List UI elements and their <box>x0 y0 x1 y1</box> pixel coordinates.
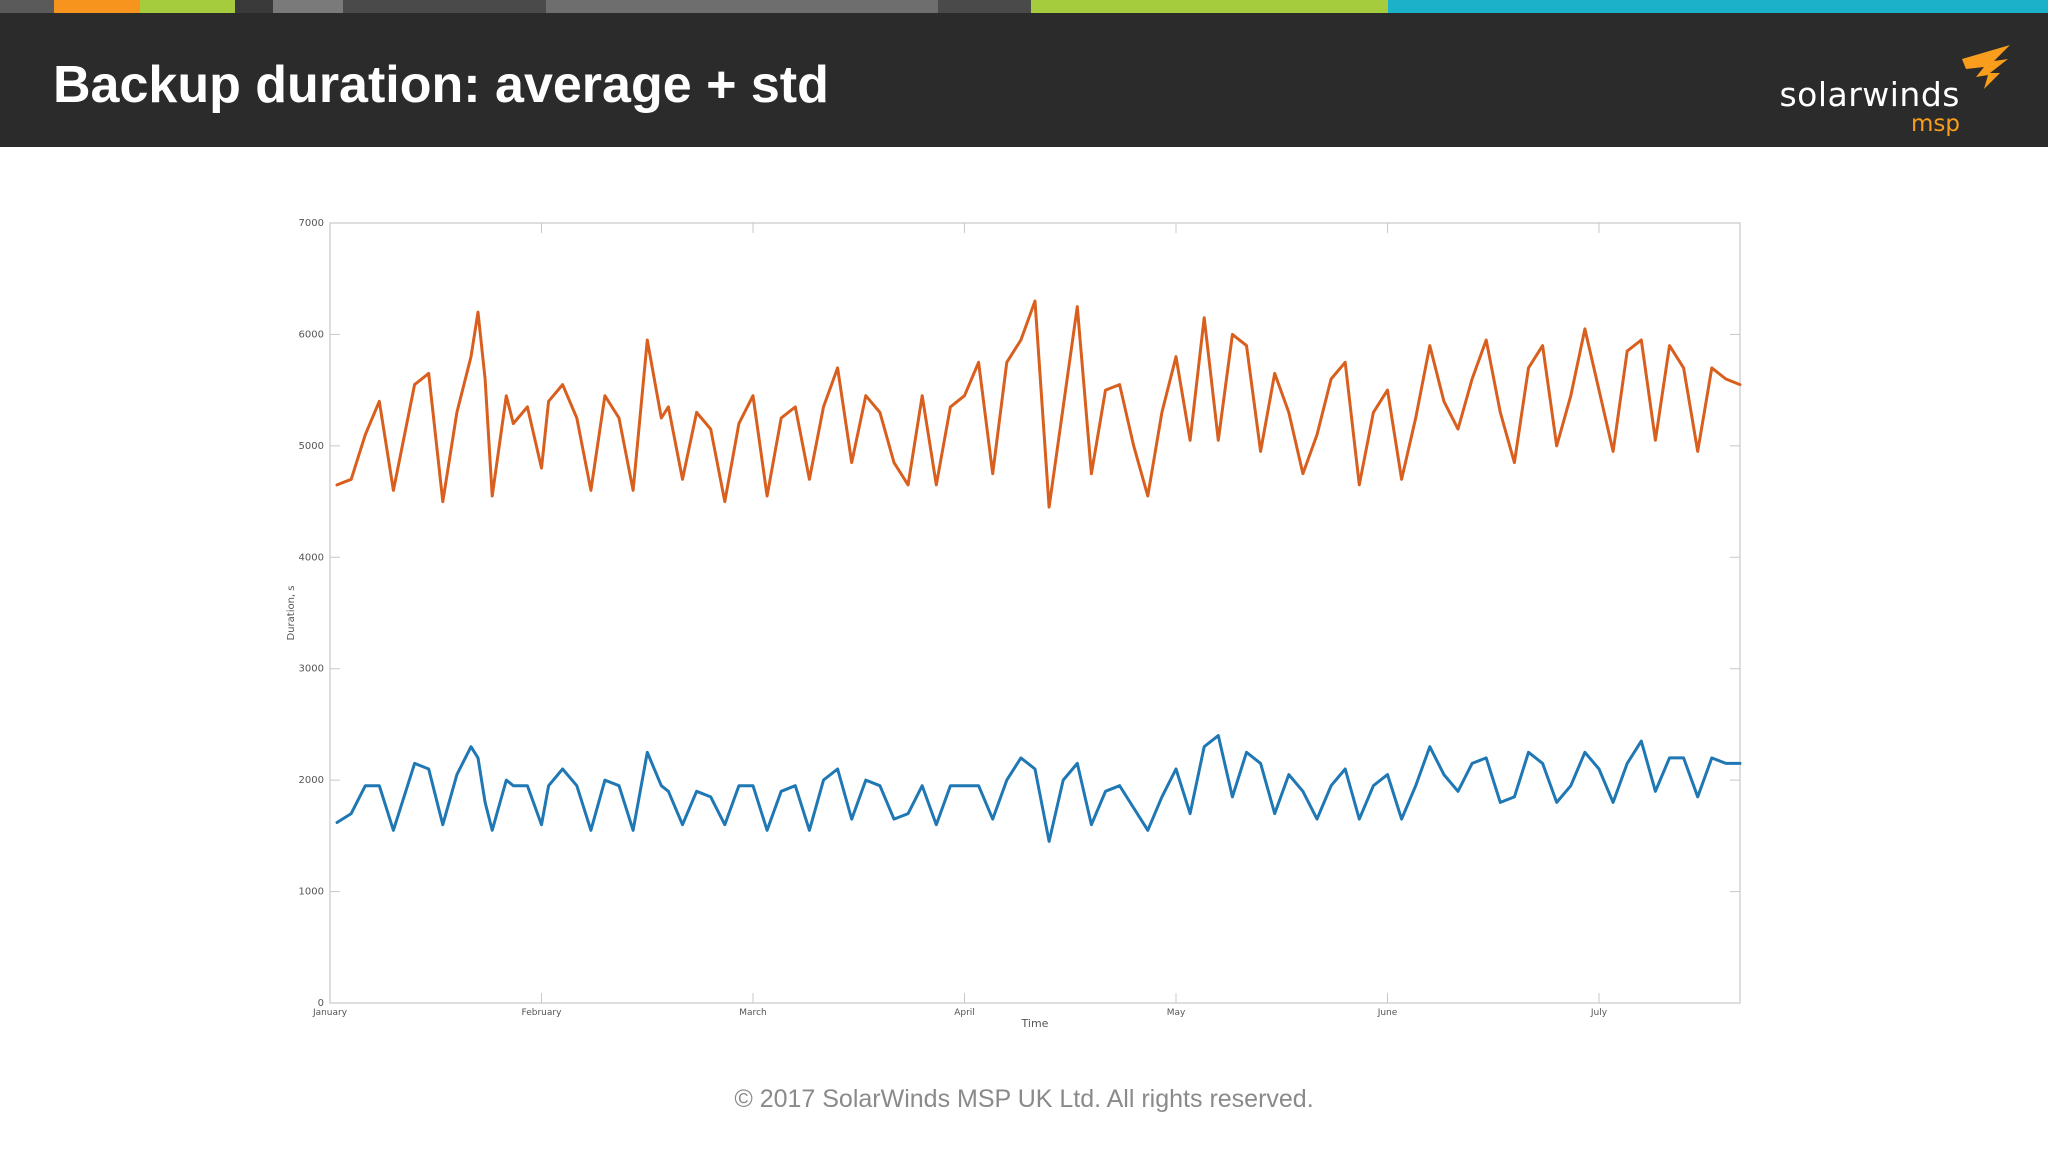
y-tick-label: 7000 <box>299 218 324 229</box>
copyright-footer: © 2017 SolarWinds MSP UK Ltd. All rights… <box>734 1085 1314 1113</box>
chart-svg: 0 1000 2000 3000 4000 5000 6000 7000 January Febr… <box>286 218 1742 1030</box>
accent-segment <box>938 0 1031 13</box>
x-tick-label: June <box>1377 1008 1398 1018</box>
solarwinds-logo: solarwinds msp <box>1764 41 2014 137</box>
accent-segment <box>140 0 235 13</box>
y-tick-label: 1000 <box>299 887 324 898</box>
x-tick-label: July <box>1590 1008 1608 1018</box>
top-accent-bar <box>0 0 2048 13</box>
accent-segment <box>546 0 938 13</box>
plot-frame <box>329 222 1741 1004</box>
y-axis-label: Duration, s <box>286 586 297 641</box>
accent-segment <box>1031 0 1388 13</box>
accent-segment <box>343 0 546 13</box>
x-tick-label: April <box>954 1008 975 1018</box>
accent-segment <box>235 0 273 13</box>
x-tick-label: February <box>522 1008 563 1018</box>
y-tick-label: 5000 <box>299 441 324 452</box>
accent-segment <box>54 0 140 13</box>
x-tick-label: March <box>739 1008 766 1018</box>
slide-header: Backup duration: average + std solarwind… <box>0 13 2048 147</box>
x-tick-label: January <box>312 1008 348 1018</box>
slide-title: Backup duration: average + std <box>53 56 829 114</box>
series-line-0 <box>335 299 1742 509</box>
y-tick-label: 0 <box>318 998 324 1009</box>
solarwinds-bird-icon <box>1962 45 2010 89</box>
y-tick-label: 6000 <box>299 329 324 340</box>
backup-duration-chart: 0 1000 2000 3000 4000 5000 6000 7000 January Febr… <box>270 205 1770 1045</box>
series-line-1 <box>335 734 1742 843</box>
x-axis-label: Time <box>1021 1017 1049 1030</box>
y-tick-label: 4000 <box>299 552 324 563</box>
accent-segment <box>1388 0 2048 13</box>
accent-segment <box>0 0 54 13</box>
y-tick-label: 2000 <box>299 775 324 786</box>
y-tick-label: 3000 <box>299 664 324 675</box>
accent-segment <box>273 0 343 13</box>
logo-wordmark: solarwinds <box>1779 75 1960 114</box>
x-tick-label: May <box>1167 1008 1186 1018</box>
logo-subtitle: msp <box>1911 111 1960 137</box>
